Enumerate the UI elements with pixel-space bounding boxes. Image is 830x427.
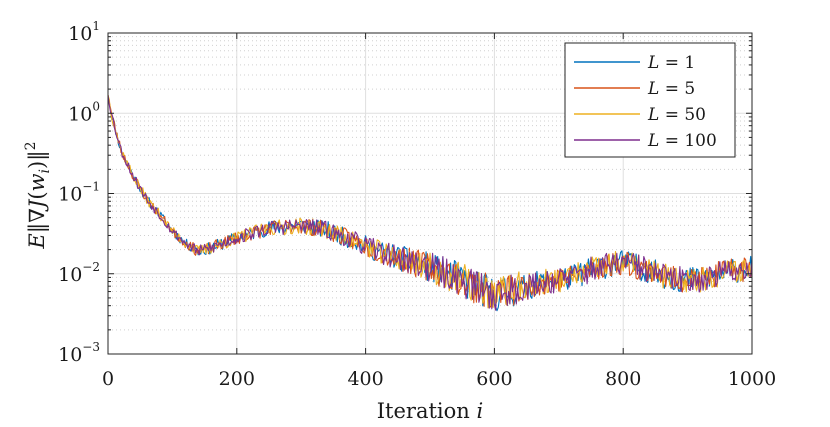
x-tick-labels: 0 200 400 600 800 1000 [102,368,776,390]
legend-label: L = 50 [647,105,706,125]
legend-label: L = 1 [647,53,695,73]
y-axis-label: E‖∇J(wi)‖2 [23,141,53,249]
y-tick-label: 10−1 [58,180,100,206]
legend: L = 1 L = 5 L = 50 L = 100 [564,42,736,158]
x-tick-label: 800 [605,368,641,390]
x-tick-label: 600 [476,368,512,390]
x-tick-label: 1000 [728,368,776,390]
legend-label: L = 5 [647,79,695,99]
y-tick-label: 10−2 [58,260,100,286]
legend-label: L = 100 [647,131,717,151]
x-tick-label: 400 [347,368,383,390]
x-axis-label: Iteration i [377,399,483,423]
y-tick-label: 10−3 [58,340,100,366]
y-tick-label: 101 [68,19,100,45]
y-tick-labels: 101 100 10−1 10−2 10−3 [58,19,100,366]
y-tick-label: 100 [68,99,100,125]
series-group [107,95,753,312]
series-line [107,95,753,309]
x-tick-label: 0 [102,368,114,390]
series-line [107,95,753,311]
ticks [107,32,753,355]
x-tick-label: 200 [219,368,255,390]
